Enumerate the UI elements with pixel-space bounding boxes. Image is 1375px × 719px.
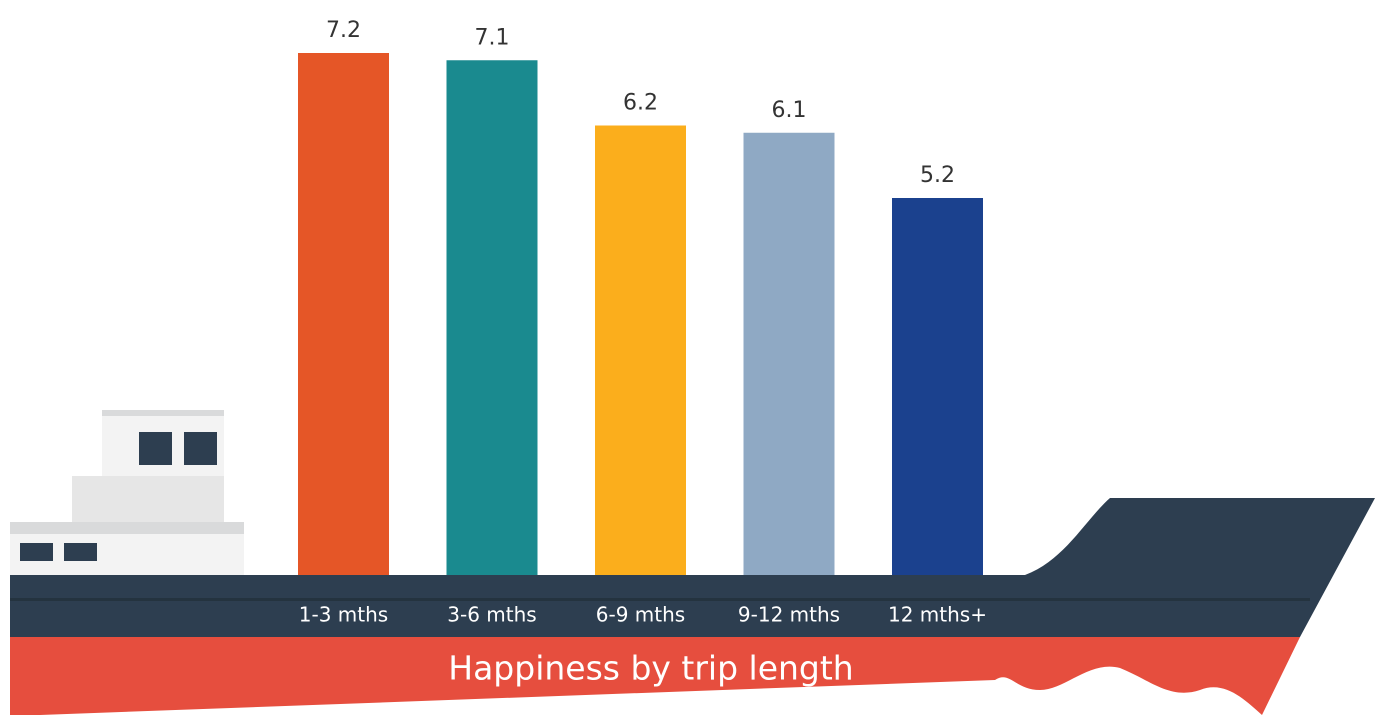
x-tick-label: 3-6 mths <box>447 603 536 627</box>
x-tick-label: 6-9 mths <box>596 603 685 627</box>
value-label: 6.1 <box>772 98 807 123</box>
cabin-roof <box>102 410 224 416</box>
value-label: 7.2 <box>326 18 361 43</box>
hull <box>10 498 1375 637</box>
x-tick-label: 1-3 mths <box>299 603 388 627</box>
hull-stripe <box>10 598 1310 601</box>
x-tick-label: 12 mths+ <box>888 603 987 627</box>
hull-band <box>10 637 1300 715</box>
x-tick-label: 9-12 mths <box>738 603 840 627</box>
bar <box>446 60 538 575</box>
bar <box>892 198 983 575</box>
bar <box>298 53 389 575</box>
deck <box>10 522 244 534</box>
cabin-middle <box>72 476 224 524</box>
window <box>20 543 53 561</box>
bar <box>743 132 835 575</box>
window <box>64 543 97 561</box>
ship-illustration <box>10 410 1375 715</box>
window <box>184 432 217 465</box>
value-label: 6.2 <box>623 91 658 116</box>
window <box>139 432 172 465</box>
bar <box>595 125 686 575</box>
chart-title: Happiness by trip length <box>448 649 853 688</box>
value-label: 5.2 <box>920 163 955 188</box>
value-label: 7.1 <box>475 25 510 50</box>
